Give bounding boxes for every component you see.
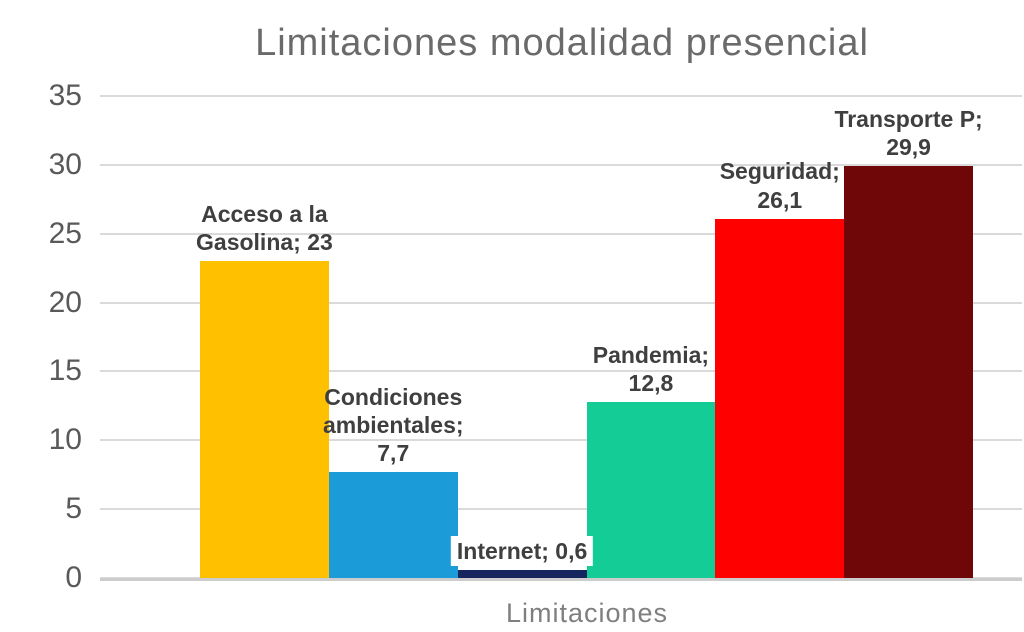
gridline-y-15: [100, 370, 1022, 373]
data-label-transporte-p: Transporte P; 29,9: [828, 104, 988, 162]
x-axis-line: [100, 578, 1022, 581]
data-label-line: Acceso a la: [201, 201, 328, 228]
bar-seguridad: [715, 218, 845, 578]
y-tick-15: 15: [48, 354, 82, 388]
y-tick-35: 35: [48, 79, 82, 112]
gridline-y-5: [100, 508, 1022, 511]
data-label-acceso-a-la-gasolina: Acceso a la Gasolina; 23: [190, 199, 339, 257]
bar-pandemia: [586, 401, 716, 578]
data-label-line: 12,8: [628, 369, 674, 396]
data-label-line: Pandemia;: [592, 341, 710, 368]
data-label-line: Condiciones: [324, 383, 463, 410]
data-label-line: ambientales;: [322, 411, 464, 438]
y-tick-0: 0: [65, 561, 82, 594]
bar-condiciones-ambientales: [328, 471, 459, 578]
y-tick-5: 5: [65, 492, 82, 526]
data-label-line: Gasolina; 23: [196, 229, 333, 256]
y-tick-25: 25: [48, 216, 82, 250]
data-label-line: 29,9: [886, 134, 931, 161]
chart-title: Limitaciones modalidad presencial: [255, 22, 869, 64]
gridline-y-10: [100, 439, 1022, 442]
data-label-line: Seguridad;: [719, 158, 840, 185]
x-axis-label: Limitaciones: [505, 598, 669, 628]
bar-transporte-p: [844, 166, 974, 578]
data-label-condiciones-ambientales: Condiciones ambientales; 7,7: [317, 382, 470, 468]
y-tick-10: 10: [48, 423, 82, 457]
y-tick-30: 30: [48, 147, 82, 181]
gridline-y-35: [100, 95, 1022, 97]
bar-acceso-a-la-gasolina: [200, 261, 330, 578]
data-label-line: Internet; 0,6: [456, 537, 588, 564]
data-label-seguridad: Seguridad; 26,1: [714, 156, 846, 214]
data-label-line: 7,7: [377, 439, 410, 466]
data-label-line: 26,1: [757, 186, 803, 213]
gridline-y-25: [100, 232, 1022, 235]
bar-internet: [457, 569, 587, 578]
gridline-y-20: [100, 301, 1022, 304]
data-label-pandemia: Pandemia; 12,8: [587, 340, 715, 398]
data-label-internet: Internet; 0,6: [450, 535, 594, 566]
data-label-line: Transporte P;: [834, 106, 983, 133]
gridline-y-30: [100, 163, 1022, 166]
y-tick-20: 20: [48, 285, 82, 319]
